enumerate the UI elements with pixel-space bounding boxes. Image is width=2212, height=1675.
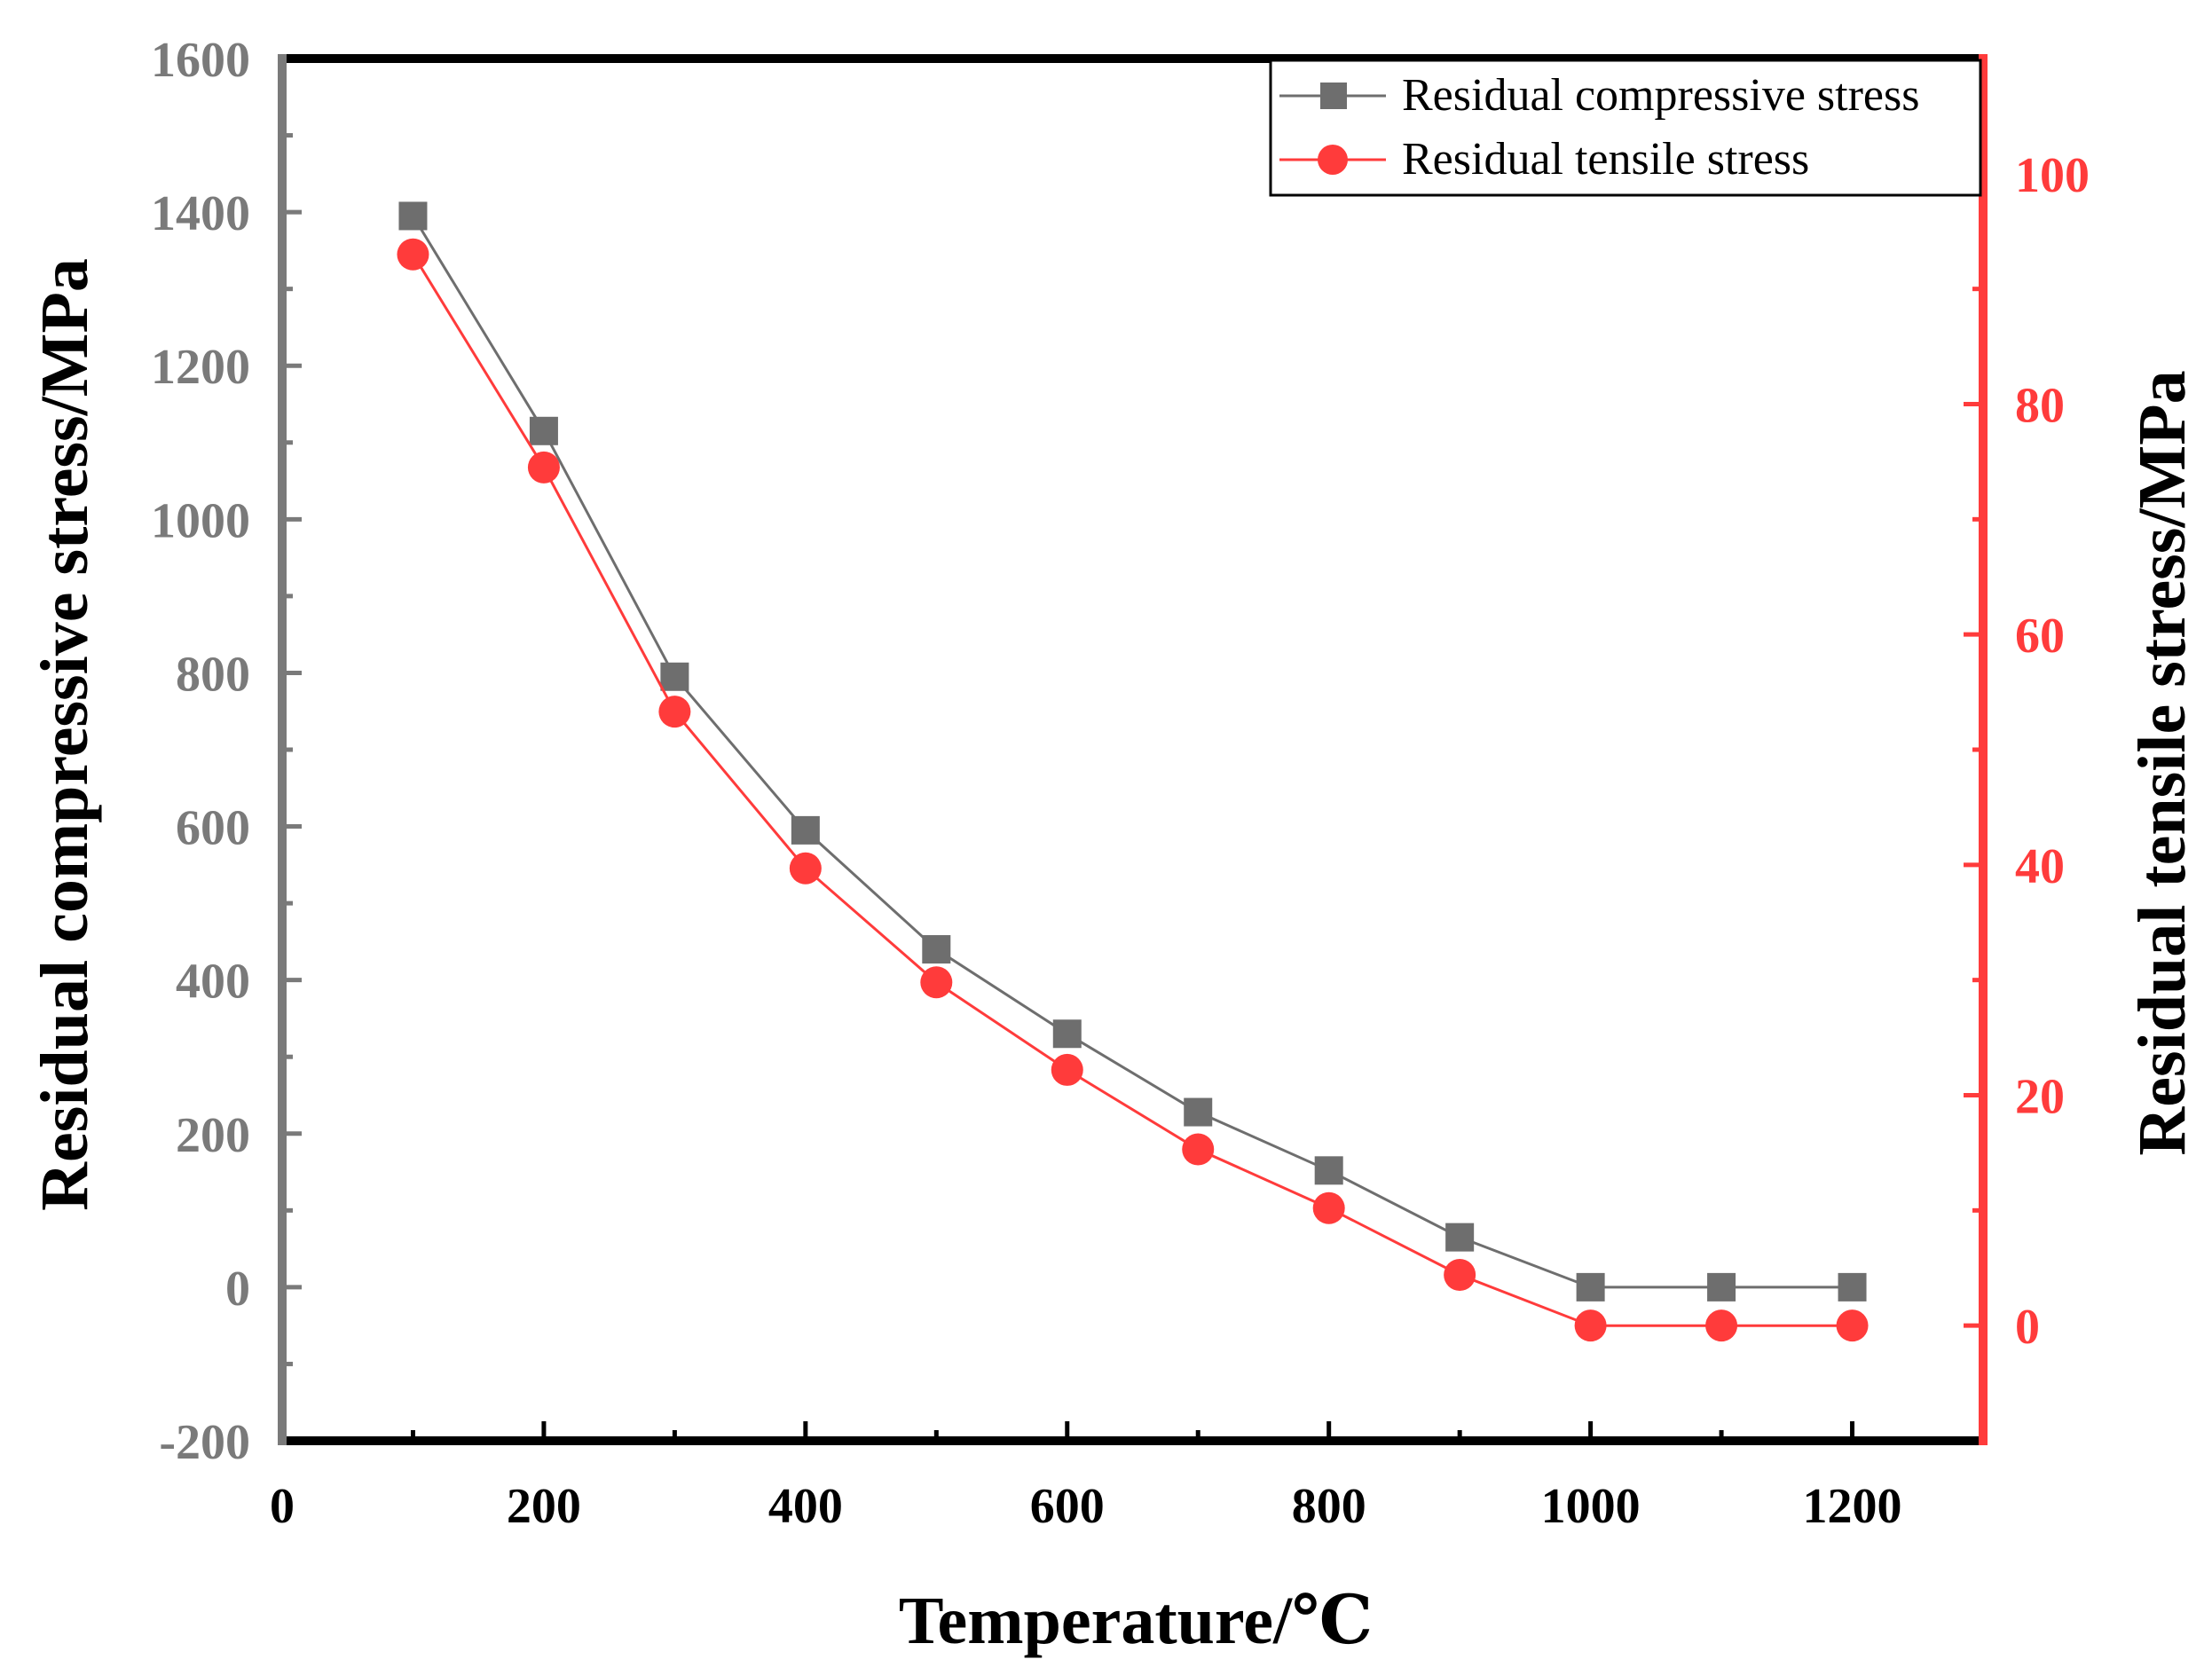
data-point-compressive	[1184, 1097, 1213, 1127]
left-y-axis-title: Residual compressive stress/MPa	[28, 258, 102, 1211]
data-point-compressive	[922, 935, 951, 964]
data-point-tensile	[1705, 1309, 1738, 1342]
x-tick-label: 1000	[1541, 1479, 1641, 1534]
data-point-tensile	[1051, 1053, 1083, 1086]
left-tick-label: 200	[176, 1108, 250, 1163]
x-tick-label: 0	[270, 1479, 295, 1534]
data-point-compressive	[660, 662, 689, 691]
data-point-compressive	[791, 815, 820, 845]
left-tick-label: 0	[225, 1262, 250, 1317]
x-axis-title: Temperature/℃	[899, 1584, 1373, 1658]
data-point-tensile	[1836, 1309, 1869, 1342]
legend-label-compressive: Residual compressive stress	[1402, 70, 1919, 121]
right-tick-label: 80	[2015, 379, 2065, 434]
legend-entry-compressive: Residual compressive stress	[1279, 70, 1919, 121]
data-point-tensile	[658, 696, 691, 728]
data-point-compressive	[1445, 1223, 1475, 1252]
left-tick-label: 1200	[151, 340, 250, 395]
right-tick-label: 100	[2015, 148, 2090, 203]
left-tick-label: 1000	[151, 493, 250, 548]
left-tick-label: 1400	[151, 186, 250, 241]
x-tick-label: 600	[1030, 1479, 1105, 1534]
right-y-axis-title: Residual tensile stress/MPa	[2125, 370, 2200, 1155]
data-point-compressive	[1838, 1272, 1867, 1301]
data-point-compressive	[529, 416, 558, 445]
right-tick-label: 40	[2015, 839, 2065, 894]
data-series	[397, 201, 1869, 1342]
data-point-compressive	[1314, 1156, 1343, 1185]
plot-frame	[278, 54, 1988, 1445]
data-point-compressive	[398, 201, 428, 231]
x-tick-label: 200	[507, 1479, 581, 1534]
data-point-tensile	[1312, 1191, 1345, 1224]
series-line-compressive	[412, 215, 1853, 1289]
series-line-tensile	[412, 253, 1853, 1327]
data-point-compressive	[1707, 1272, 1736, 1301]
legend: Residual compressive stress Residual ten…	[1269, 59, 1982, 197]
left-tick-label: -200	[159, 1415, 250, 1470]
legend-circle-marker	[1318, 145, 1348, 175]
legend-entry-tensile: Residual tensile stress	[1279, 134, 1809, 185]
data-point-tensile	[789, 852, 822, 885]
right-tick-label: 60	[2015, 609, 2065, 664]
legend-box	[1269, 59, 1982, 197]
data-point-tensile	[1444, 1259, 1476, 1292]
data-point-tensile	[527, 451, 560, 484]
axis-ticks: -200020040060080010001200140016000204060…	[151, 33, 2090, 1534]
left-tick-label: 1600	[151, 33, 250, 88]
data-point-tensile	[1182, 1133, 1215, 1166]
data-point-tensile	[1574, 1309, 1607, 1342]
legend-label-tensile: Residual tensile stress	[1402, 134, 1809, 185]
left-tick-label: 600	[176, 801, 250, 856]
legend-square-marker	[1320, 83, 1347, 109]
left-tick-label: 400	[176, 955, 250, 1010]
left-tick-label: 800	[176, 647, 250, 702]
data-point-tensile	[920, 966, 953, 999]
x-tick-label: 800	[1292, 1479, 1366, 1534]
data-point-compressive	[1052, 1019, 1082, 1049]
right-tick-label: 20	[2015, 1070, 2065, 1125]
data-point-compressive	[1576, 1272, 1605, 1301]
x-tick-label: 1200	[1803, 1479, 1902, 1534]
right-tick-label: 0	[2015, 1300, 2040, 1355]
data-point-tensile	[397, 238, 429, 271]
x-tick-label: 400	[768, 1479, 843, 1534]
